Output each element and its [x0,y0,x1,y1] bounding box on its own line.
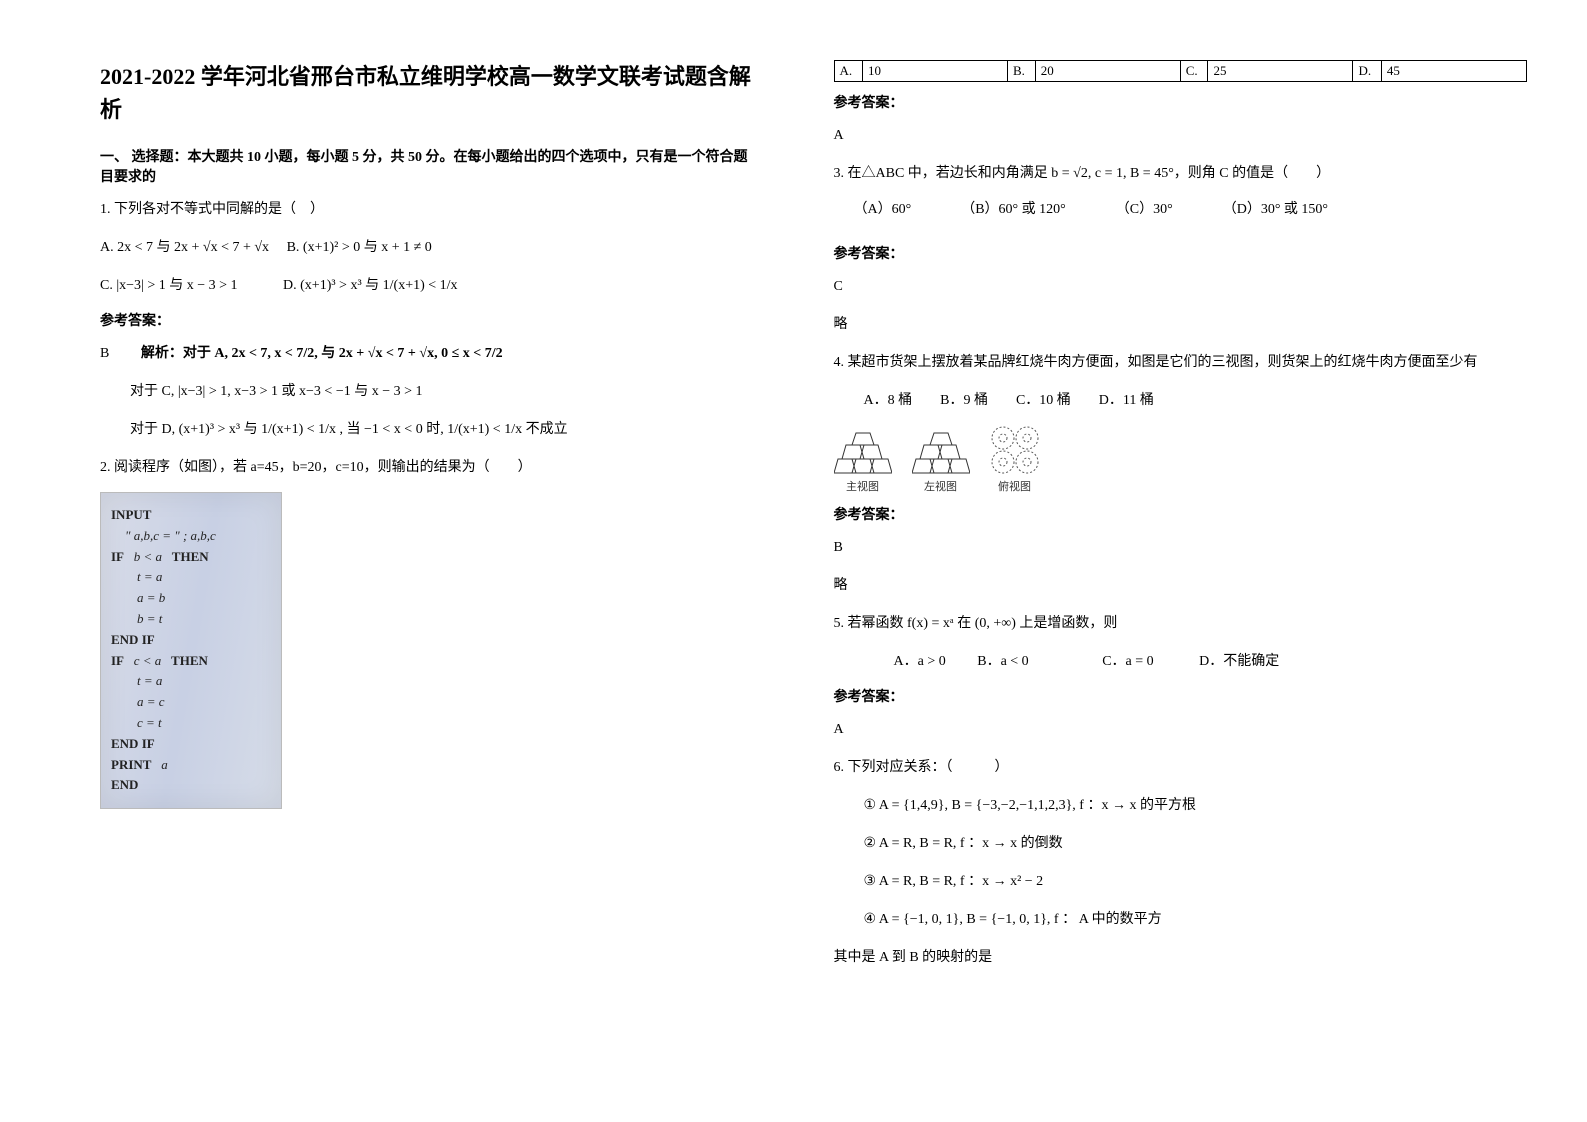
opt-a-value: 10 [862,61,1007,82]
front-view: 主视图 [834,431,892,494]
q5-options: A．a > 0 B．a < 0 C．a = 0 D．不能确定 [834,648,1528,676]
question-4: 4. 某超市货架上摆放着某品牌红烧牛肉方便面，如图是它们的三视图，则货架上的红烧… [834,349,1528,377]
q3-opt-b: （B）60° 或 120° [961,198,1066,218]
code-line: " a,b,c = " ; a,b,c [111,526,271,547]
code-line: c = t [111,713,271,734]
code-line: t = a [111,671,271,692]
answer-label: 参考答案： [834,504,1528,524]
answer-label: 参考答案： [834,686,1528,706]
section-heading: 一、 选择题：本大题共 10 小题，每小题 5 分，共 50 分。在每小题给出的… [100,146,754,186]
code-line: END [111,775,271,796]
q5-opt-a: A．a > 0 [894,654,946,669]
question-3: 3. 在△ABC 中，若边长和内角满足 b = √2, c = 1, B = 4… [834,160,1528,188]
q1-opt-d: D. (x+1)³ > x³ 与 1/(x+1) < 1/x [283,278,458,293]
opt-c-value: 25 [1208,61,1353,82]
code-line: INPUT [111,505,271,526]
code-line: END IF [111,734,271,755]
q1-opt-a: A. 2x < 7 与 2x + √x < 7 + √x [100,240,269,255]
q4-options: A．8 桶 B．9 桶 C．10 桶 D．11 桶 [834,387,1528,415]
opt-d-value: 45 [1381,61,1526,82]
code-line: END IF [111,630,271,651]
q5-opt-b: B．a < 0 [977,654,1028,669]
code-line: t = a [111,567,271,588]
q4-explanation: 略 [834,572,1528,600]
left-column: 2021-2022 学年河北省邢台市私立维明学校高一数学文联考试题含解析 一、 … [0,0,794,1122]
q3-opt-d: （D）30° 或 150° [1223,198,1328,218]
q6-tail: 其中是 A 到 B 的映射的是 [834,944,1528,972]
q4-answer: B [834,534,1528,562]
front-view-label: 主视图 [834,478,892,494]
code-line: b = t [111,609,271,630]
three-views-diagram: 主视图 左视图 [834,425,1528,494]
side-view-label: 左视图 [912,478,970,494]
q5-opt-d: D．不能确定 [1199,654,1279,669]
q3-opt-c: （C）30° [1116,198,1173,218]
q3-options: （A）60° （B）60° 或 120° （C）30° （D）30° 或 150… [854,198,1528,218]
code-line: IF c < a THEN [111,651,271,672]
pseudocode-image: INPUT " a,b,c = " ; a,b,c IF b < a THEN … [100,492,282,809]
q1-options-row2: C. |x−3| > 1 与 x − 3 > 1 D. (x+1)³ > x³ … [100,272,754,300]
q6-item-1: ① A = {1,4,9}, B = {−3,−2,−1,1,2,3}, f ：… [834,792,1528,820]
q1-explanation-2: 对于 C, |x−3| > 1, x−3 > 1 或 x−3 < −1 与 x … [100,378,754,406]
q3-opt-a: （A）60° [854,198,912,218]
opt-c-label: C. [1180,61,1208,82]
opt-d-label: D. [1353,61,1381,82]
q2-options-table: A. 10 B. 20 C. 25 D. 45 [834,60,1528,82]
code-line: IF b < a THEN [111,547,271,568]
q1-options-row1: A. 2x < 7 与 2x + √x < 7 + √x B. (x+1)² >… [100,234,754,262]
top-view: 俯视图 [990,425,1040,494]
q1-opt-b: B. (x+1)² > 0 与 x + 1 ≠ 0 [287,240,432,255]
table-row: A. 10 B. 20 C. 25 D. 45 [834,61,1527,82]
q6-item-2: ② A = R, B = R, f ：x → x 的倒数 [834,830,1528,858]
q6-item-3: ③ A = R, B = R, f ：x → x² − 2 [834,868,1528,896]
question-2: 2. 阅读程序（如图），若 a=45，b=20，c=10，则输出的结果为（ ） [100,454,754,482]
q1-opt-c: C. |x−3| > 1 与 x − 3 > 1 [100,278,238,293]
q3-answer: C [834,273,1528,301]
code-line: PRINT a [111,755,271,776]
q5-answer: A [834,716,1528,744]
answer-label: 参考答案： [100,310,754,330]
answer-label: 参考答案： [834,92,1528,112]
side-view: 左视图 [912,431,970,494]
opt-b-value: 20 [1035,61,1180,82]
answer-label: 参考答案： [834,243,1528,263]
q6-item-4: ④ A = {−1, 0, 1}, B = {−1, 0, 1}, f ： A … [834,906,1528,934]
q1-explanation-1: 解析：对于 A, 2x < 7, x < 7/2, 与 2x + √x < 7 … [141,346,503,361]
question-5: 5. 若幂函数 f(x) = xᵃ 在 (0, +∞) 上是增函数，则 [834,610,1528,638]
q1-answer-line: B 解析：对于 A, 2x < 7, x < 7/2, 与 2x + √x < … [100,340,754,368]
question-6: 6. 下列对应关系：（ ） [834,754,1528,782]
opt-a-label: A. [834,61,862,82]
right-column: A. 10 B. 20 C. 25 D. 45 参考答案： A 3. 在△ABC… [794,0,1587,1122]
code-line: a = b [111,588,271,609]
code-line: a = c [111,692,271,713]
top-view-label: 俯视图 [990,478,1040,494]
exam-title: 2021-2022 学年河北省邢台市私立维明学校高一数学文联考试题含解析 [100,60,754,126]
question-1: 1. 下列各对不等式中同解的是（ ） [100,196,754,224]
q1-explanation-3: 对于 D, (x+1)³ > x³ 与 1/(x+1) < 1/x , 当 −1… [100,416,754,444]
q3-explanation: 略 [834,311,1528,339]
q5-opt-c: C．a = 0 [1102,654,1153,669]
q1-answer: B [100,346,109,361]
opt-b-label: B. [1007,61,1035,82]
q2-answer: A [834,122,1528,150]
